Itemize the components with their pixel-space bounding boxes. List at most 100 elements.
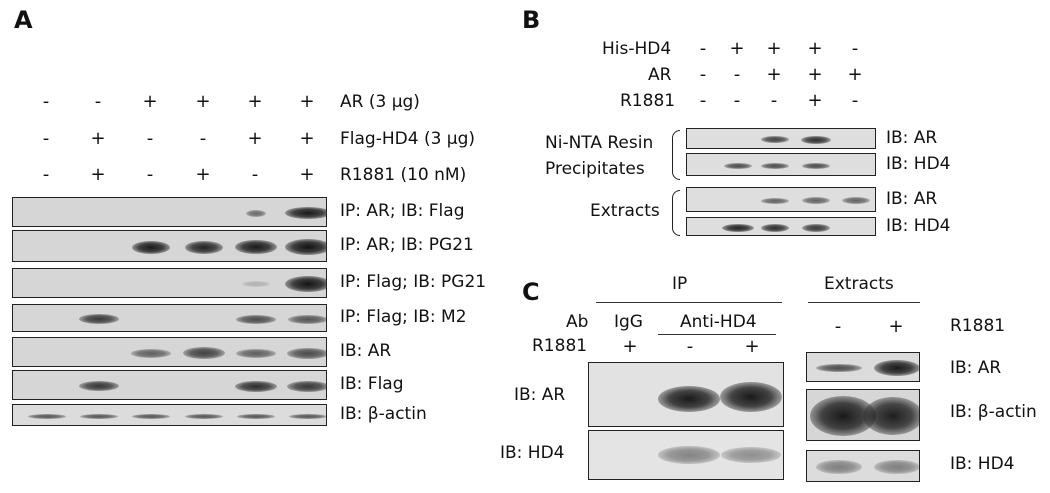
panel-b-letter: B [522, 6, 541, 34]
panel-a-blot-label: IP: AR; IB: Flag [340, 201, 465, 221]
panel-b-blot-label: IB: AR [886, 188, 938, 209]
blot-band [235, 240, 277, 254]
panel-b-sign: - [699, 90, 707, 111]
panel-c-letter: C [522, 278, 540, 306]
panel-a-blot-label: IP: Flag; IB: PG21 [340, 272, 487, 292]
blot-band [80, 413, 118, 419]
panel-c-anti-hd4-underline [658, 334, 776, 335]
panel-c-r1881-label-left: R1881 [532, 336, 588, 356]
blot-band [235, 380, 277, 392]
panel-c-ip-underline [596, 302, 782, 303]
panel-b-condition-label: AR [648, 65, 672, 85]
panel-b-sign: + [766, 64, 782, 85]
blot-band [842, 197, 870, 204]
panel-a-blot [12, 268, 327, 298]
blot-band [132, 240, 170, 254]
blot-band [285, 207, 326, 219]
panel-b-blot [686, 128, 876, 149]
panel-a-sign: + [90, 128, 106, 149]
blot-band [131, 348, 171, 358]
panel-b-sign: - [770, 90, 778, 111]
panel-c-r1881-label-right: R1881 [950, 316, 1006, 336]
panel-a-condition-label: AR (3 μg) [340, 92, 420, 112]
blot-band [289, 413, 326, 419]
panel-b-blot [686, 153, 876, 176]
panel-c-ip-header: IP [672, 274, 688, 294]
panel-c-ext-blot [806, 352, 920, 382]
panel-a-sign: + [195, 164, 211, 185]
panel-b-blot-label: IB: HD4 [886, 215, 951, 236]
blot-band [721, 447, 781, 463]
panel-a-blot-label: IP: Flag; IB: M2 [340, 307, 467, 327]
panel-a-sign: - [146, 164, 154, 185]
panel-c-ip-blot [588, 362, 784, 427]
blot-band [183, 347, 225, 359]
panel-a-sign: + [247, 91, 263, 112]
panel-a-sign: - [94, 91, 102, 112]
panel-c-ext-sign: - [834, 316, 842, 337]
panel-a-blot [12, 197, 327, 227]
panel-c-ext-blot [806, 389, 920, 441]
panel-b-blot [686, 217, 876, 236]
blot-band [288, 314, 326, 324]
panel-c-anti-hd4-label: Anti-HD4 [680, 312, 757, 332]
blot-band [287, 380, 326, 392]
blot-band [761, 223, 789, 232]
panel-c-ip-sign: + [622, 336, 638, 357]
blot-band [287, 347, 326, 359]
blot-band [236, 348, 276, 358]
blot-band [874, 460, 919, 474]
panel-c-ip-sign: + [744, 336, 760, 357]
panel-b-sign: - [699, 38, 707, 59]
panel-b-group2: Extracts [590, 201, 660, 221]
panel-a-blot-label: IB: β-actin [340, 404, 427, 424]
blot-band [79, 381, 119, 391]
blot-band [658, 386, 720, 412]
panel-c-ext-blot-label: IB: HD4 [950, 454, 1015, 474]
blot-band [246, 209, 266, 217]
panel-b-sign: + [729, 38, 745, 59]
blot-band [658, 446, 720, 464]
panel-b-sign: - [733, 90, 741, 111]
blot-band [724, 162, 752, 169]
blot-band [237, 413, 275, 419]
panel-a-blot [12, 404, 327, 426]
panel-a-blot [12, 370, 327, 400]
panel-c-ip-sign: - [686, 336, 694, 357]
blot-band [79, 314, 119, 324]
blot-band [816, 460, 862, 474]
panel-c-ip-blot [588, 430, 784, 480]
blot-band [720, 382, 782, 412]
panel-b-group1-line2: Precipitates [545, 159, 645, 179]
panel-b-sign: - [851, 38, 859, 59]
panel-b-group1-line1: Ni-NTA Resin [545, 133, 654, 153]
blot-band [761, 162, 789, 169]
panel-a-sign: + [90, 164, 106, 185]
panel-a-condition-label: R1881 (10 nM) [340, 165, 467, 185]
blot-band [863, 397, 919, 435]
panel-a-blot [12, 337, 327, 367]
panel-a-sign: - [42, 91, 50, 112]
panel-a-blot-label: IB: AR [340, 341, 392, 361]
blot-band [242, 281, 270, 287]
panel-b-group2-bracket [672, 190, 680, 236]
blot-band [285, 276, 326, 292]
panel-b-sign: - [699, 64, 707, 85]
panel-a-sign: - [42, 128, 50, 149]
panel-a-sign: + [299, 91, 315, 112]
panel-c-ip-blot-label: IB: AR [514, 385, 566, 405]
blot-band [285, 239, 326, 255]
panel-a-blot [12, 230, 327, 262]
panel-a-sign: - [251, 164, 259, 185]
blot-band [761, 136, 789, 143]
panel-a-sign: - [199, 128, 207, 149]
blot-band [874, 360, 919, 376]
panel-a-sign: + [299, 128, 315, 149]
blot-band [185, 240, 223, 254]
panel-a-sign: + [195, 91, 211, 112]
panel-b-sign: + [847, 64, 863, 85]
blot-band [802, 223, 830, 232]
blot-band [816, 364, 862, 372]
panel-b-sign: - [733, 64, 741, 85]
panel-a-sign: - [42, 164, 50, 185]
